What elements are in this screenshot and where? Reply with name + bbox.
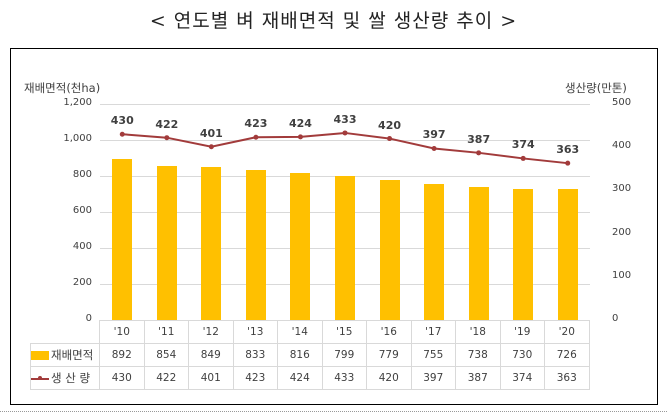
table-cell: 779 (366, 343, 412, 367)
line-marker (208, 144, 214, 150)
right-axis-tick: 300 (612, 183, 632, 195)
bar-area (468, 187, 489, 320)
table-cell: 849 (188, 343, 234, 367)
line-marker (342, 130, 348, 136)
table-cell: 816 (277, 343, 323, 367)
line-marker (164, 135, 170, 141)
table-year: '10 (99, 320, 145, 344)
line-marker (476, 150, 482, 156)
table-cell: 755 (410, 343, 456, 367)
gridline (100, 104, 590, 105)
chart-title: < 연도별 벼 재배면적 및 쌀 생산량 추이 > (149, 10, 518, 32)
bar-area (201, 167, 222, 320)
right-axis-tick: 200 (612, 226, 632, 238)
table-year: '13 (232, 320, 278, 344)
line-data-label: 401 (199, 126, 223, 140)
table-year: '12 (188, 320, 234, 344)
line-marker (431, 145, 437, 151)
table-cell: 738 (455, 343, 501, 367)
line-marker (253, 134, 259, 140)
table-cell: 363 (544, 366, 590, 390)
bar-area (112, 159, 133, 320)
table-year: '17 (410, 320, 456, 344)
table-year: '20 (544, 320, 590, 344)
legend-production: 생 산 량 (30, 366, 100, 390)
left-axis-tick: 800 (72, 169, 92, 180)
bar-area (335, 176, 355, 320)
left-axis-tick: 400 (72, 241, 92, 252)
bar-area (290, 173, 311, 320)
line-marker (387, 136, 393, 142)
left-axis-tick: 200 (72, 277, 92, 288)
line-data-label: 422 (155, 117, 179, 131)
table-cell: 730 (499, 343, 545, 367)
legend-area: 재배면적 (30, 343, 100, 367)
line-data-label: 430 (110, 114, 134, 128)
bar-area (513, 188, 534, 320)
right-axis-tick: 400 (612, 140, 632, 152)
table-cell: 387 (455, 366, 501, 390)
line-data-label: 433 (333, 112, 357, 126)
table-header-row: '10 '11 '12 '13 '14 '15 '16 '17 '18 '19 … (30, 320, 590, 344)
left-axis-tick: 1,000 (63, 133, 92, 144)
line-data-label: 387 (467, 132, 491, 146)
table-cell: 423 (232, 366, 278, 390)
line-marker (565, 160, 571, 166)
bar-legend-icon (31, 351, 49, 360)
table-row-production: 생 산 량 430 422 401 423 424 433 420 397 38… (30, 366, 590, 390)
line-data-label: 397 (422, 128, 446, 142)
bar-area (379, 179, 400, 320)
table-cell: 397 (410, 366, 456, 390)
table-cell: 433 (321, 366, 367, 390)
line-data-label: 423 (244, 117, 268, 131)
data-table: '10 '11 '12 '13 '14 '15 '16 '17 '18 '19 … (30, 320, 590, 390)
table-cell: 430 (99, 366, 145, 390)
table-year: '16 (366, 320, 412, 344)
bottom-divider (0, 411, 667, 412)
table-cell: 401 (188, 366, 234, 390)
table-year: '15 (321, 320, 367, 344)
table-cell: 424 (277, 366, 323, 390)
gridline (100, 140, 590, 141)
line-marker (119, 131, 125, 137)
table-year: '19 (499, 320, 545, 344)
line-data-label: 424 (288, 116, 312, 130)
line-data-label: 420 (378, 118, 402, 132)
left-axis-tick: 1,200 (63, 97, 92, 108)
table-year: '18 (455, 320, 501, 344)
chart-frame (10, 48, 658, 405)
left-axis-tick: 0 (85, 313, 92, 324)
table-cell: 892 (99, 343, 145, 367)
line-marker (520, 155, 526, 161)
line-marker (297, 134, 303, 140)
table-year: '14 (277, 320, 323, 344)
left-axis-title: 재배면적(천ha) (24, 81, 101, 95)
table-cell: 799 (321, 343, 367, 367)
line-data-label: 374 (511, 138, 535, 152)
right-axis-tick: 100 (612, 269, 632, 281)
table-cell: 854 (143, 343, 189, 367)
bar-area (557, 189, 578, 320)
table-cell: 422 (143, 366, 189, 390)
table-row-area: 재배면적 892 854 849 833 816 799 779 755 738… (30, 343, 590, 367)
table-year: '11 (143, 320, 189, 344)
table-cell: 833 (232, 343, 278, 367)
table-cell: 420 (366, 366, 412, 390)
line-data-label: 363 (556, 143, 580, 157)
line-legend-icon (31, 374, 49, 383)
table-cell: 374 (499, 366, 545, 390)
right-axis-title: 생산량(만톤) (565, 81, 627, 95)
right-axis-tick: 500 (612, 97, 632, 108)
table-cell: 726 (544, 343, 590, 367)
bar-area (424, 184, 445, 320)
bar-area (245, 170, 266, 320)
left-axis-tick: 600 (72, 205, 92, 216)
bar-area (156, 166, 177, 320)
right-axis-tick: 0 (612, 313, 619, 324)
